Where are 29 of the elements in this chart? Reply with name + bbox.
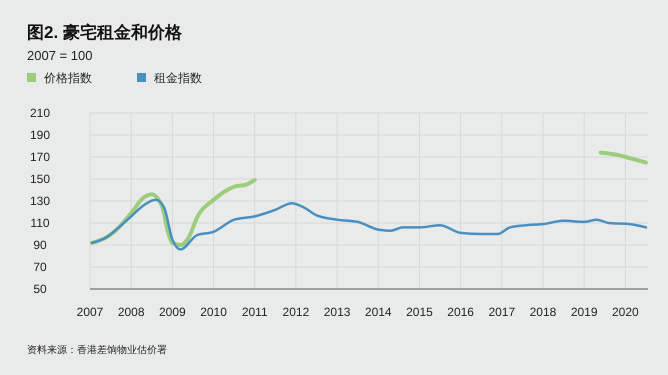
x-tick-label: 2016 xyxy=(447,305,474,319)
line-series xyxy=(90,198,648,251)
legend-label: 租金指数 xyxy=(154,71,202,85)
x-tick-label: 2018 xyxy=(530,305,557,319)
x-tick-label: 2019 xyxy=(570,305,598,319)
y-tick-label: 150 xyxy=(30,172,50,186)
x-tick-label: 2011 xyxy=(242,305,268,319)
y-tick-label: 190 xyxy=(30,128,50,142)
x-tick-label: 2012 xyxy=(282,305,310,319)
y-tick-label: 50 xyxy=(33,282,47,296)
x-tick-label: 2008 xyxy=(118,305,145,319)
x-tick-label: 2010 xyxy=(200,305,228,319)
x-tick-label: 2009 xyxy=(159,305,186,319)
x-tick-label: 2015 xyxy=(406,305,434,319)
x-tick-label: 2020 xyxy=(612,305,640,319)
x-tick-label: 2017 xyxy=(488,305,516,319)
y-tick-label: 90 xyxy=(33,238,47,252)
legend-label: 价格指数 xyxy=(43,71,92,85)
x-tick-label: 2013 xyxy=(324,305,351,319)
text: 资料来源：香港差饷物业估价署 xyxy=(27,344,167,356)
chart-title: 图2. 豪宅租金和价格 xyxy=(27,23,183,42)
y-tick-label: 130 xyxy=(30,194,50,208)
x-tick-label: 2007 xyxy=(76,305,104,319)
x-tick-label: 2014 xyxy=(364,305,392,319)
y-tick-label: 210 xyxy=(30,106,50,120)
y-tick-label: 170 xyxy=(30,150,50,164)
y-tick-label: 70 xyxy=(33,260,47,274)
chart-subtitle: 2007 = 100 xyxy=(27,48,92,63)
y-tick-label: 110 xyxy=(30,216,50,230)
